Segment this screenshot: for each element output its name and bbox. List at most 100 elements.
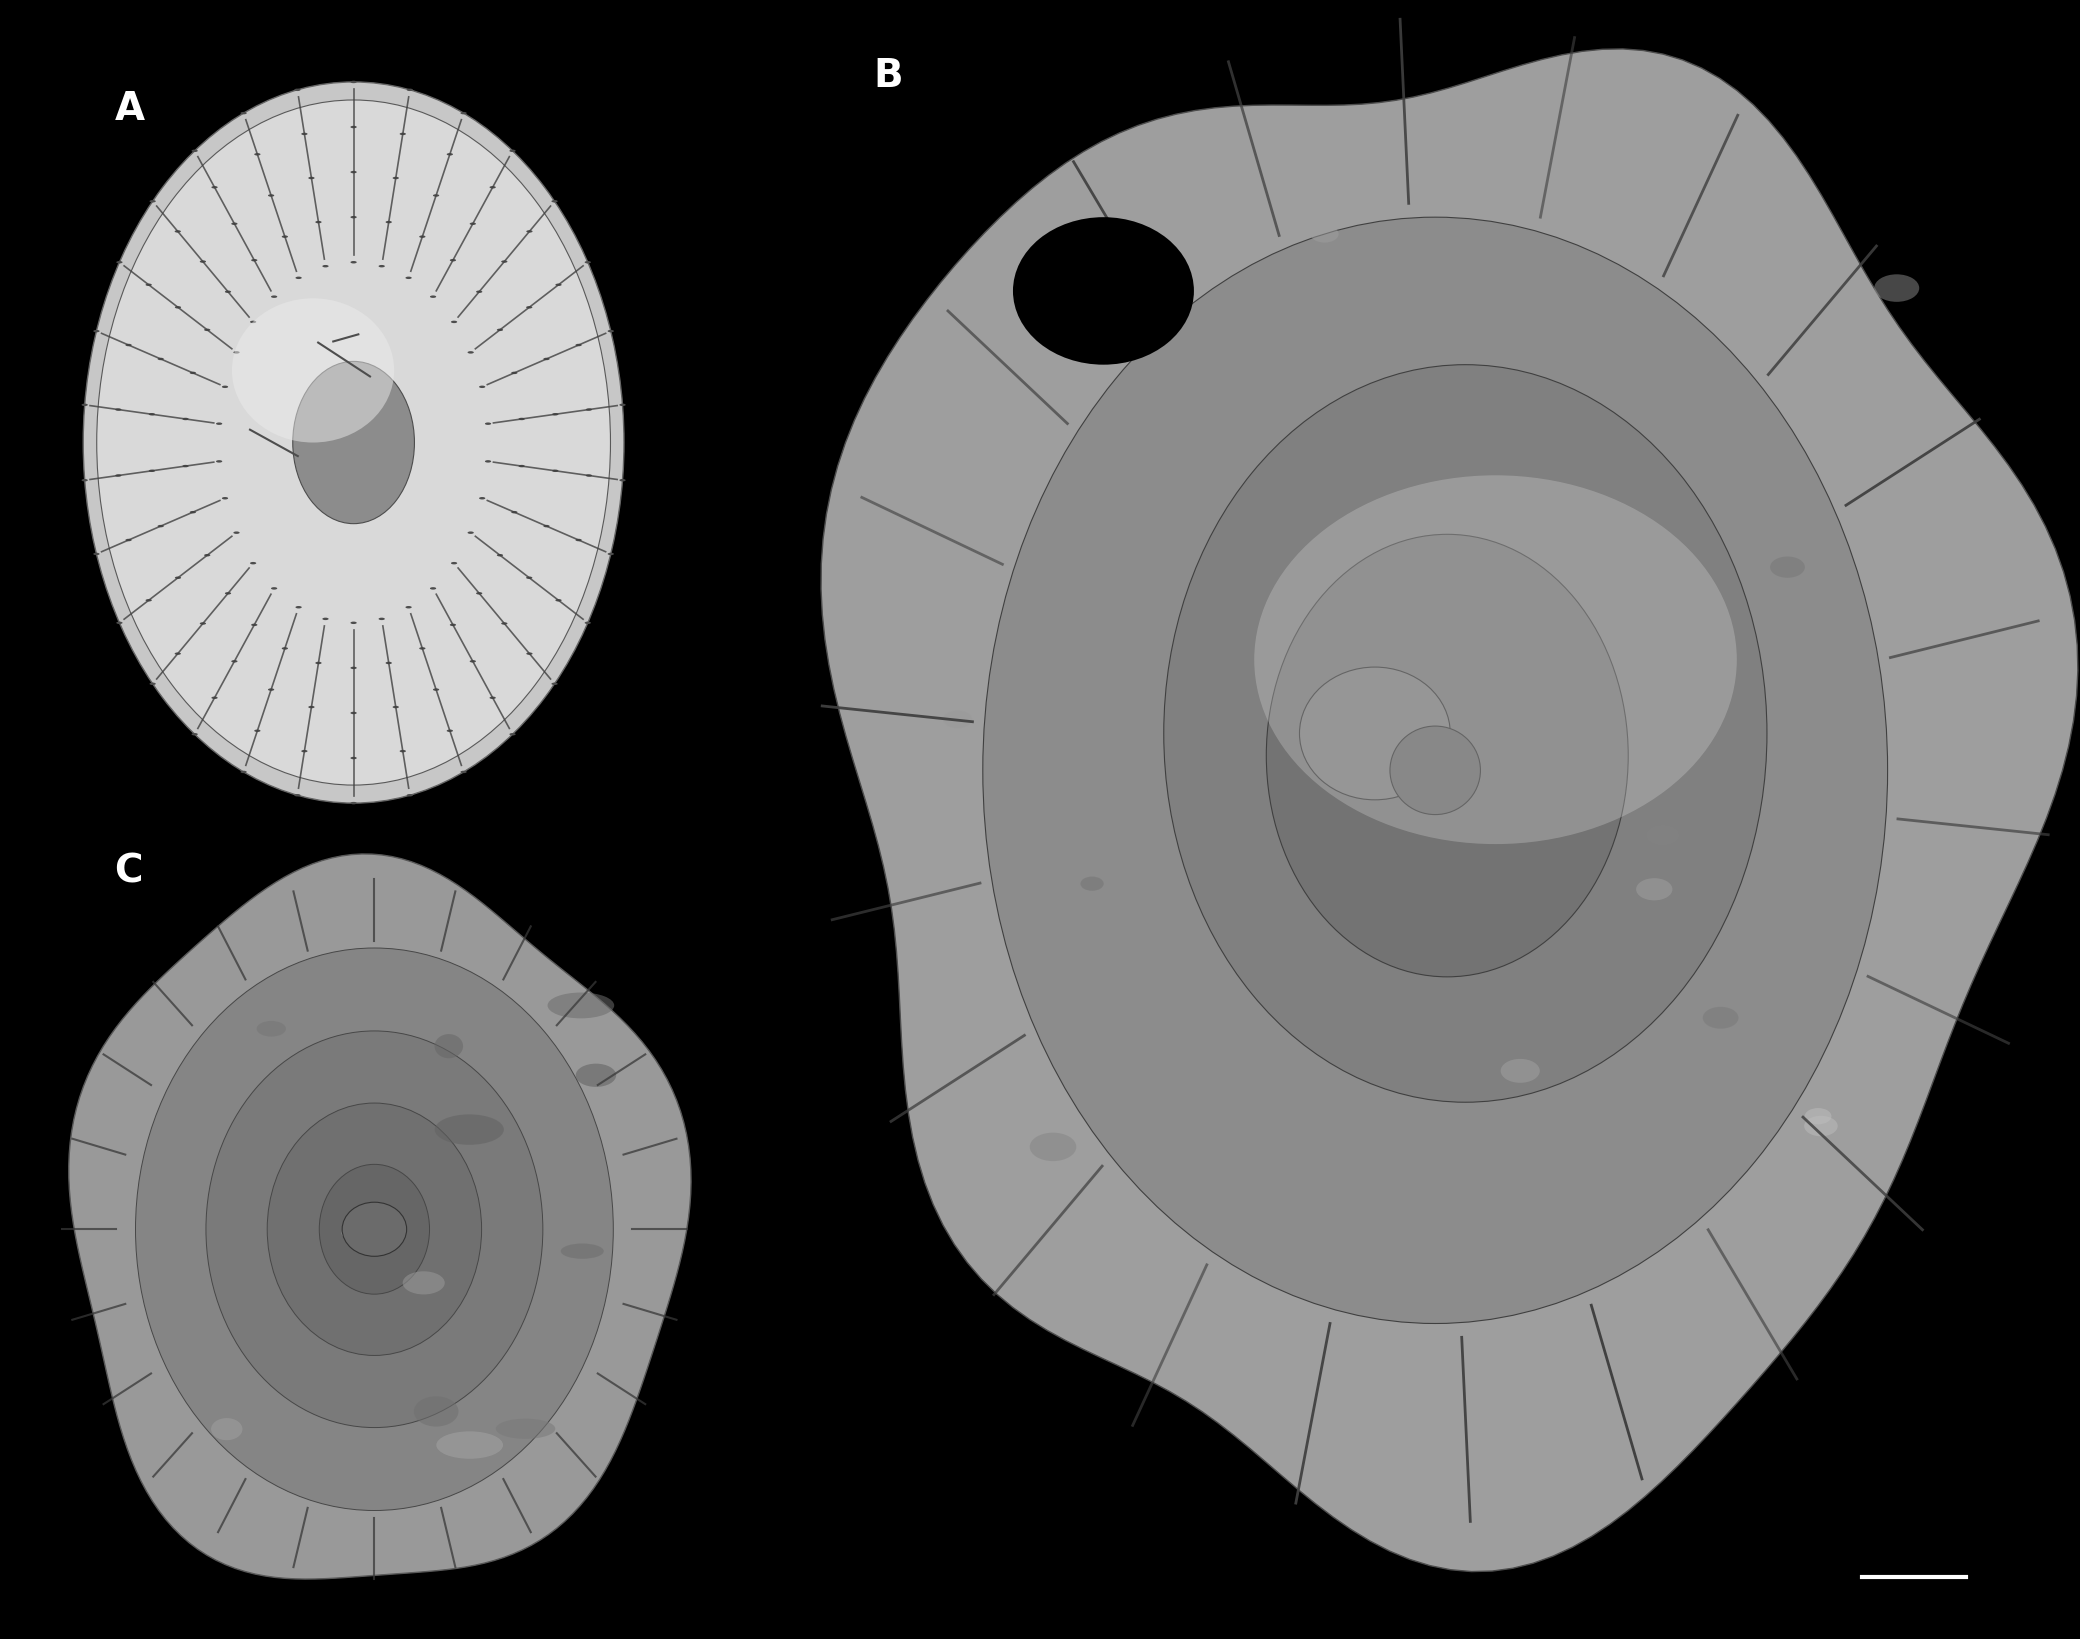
Ellipse shape — [489, 187, 495, 188]
Ellipse shape — [212, 697, 218, 698]
Ellipse shape — [204, 554, 210, 557]
Ellipse shape — [83, 1491, 666, 1580]
Ellipse shape — [449, 623, 456, 626]
Ellipse shape — [526, 577, 532, 579]
Ellipse shape — [984, 218, 1887, 1324]
Ellipse shape — [349, 261, 358, 264]
Ellipse shape — [526, 652, 532, 656]
Ellipse shape — [543, 524, 549, 528]
Ellipse shape — [210, 1418, 243, 1441]
Ellipse shape — [98, 418, 639, 526]
Ellipse shape — [352, 126, 358, 128]
Ellipse shape — [447, 729, 453, 733]
Ellipse shape — [295, 606, 302, 608]
Ellipse shape — [302, 751, 308, 752]
Ellipse shape — [146, 284, 152, 285]
Ellipse shape — [518, 465, 524, 467]
Ellipse shape — [1165, 365, 1766, 1101]
Ellipse shape — [576, 1064, 616, 1087]
Ellipse shape — [510, 733, 516, 736]
Ellipse shape — [114, 474, 121, 477]
Ellipse shape — [460, 111, 466, 115]
Ellipse shape — [125, 539, 131, 541]
Ellipse shape — [431, 295, 437, 298]
Ellipse shape — [468, 531, 474, 534]
Ellipse shape — [216, 423, 223, 425]
Ellipse shape — [349, 801, 358, 805]
Ellipse shape — [451, 562, 458, 564]
Ellipse shape — [555, 284, 562, 287]
Ellipse shape — [497, 328, 503, 331]
Ellipse shape — [200, 623, 206, 624]
Ellipse shape — [495, 1419, 555, 1439]
Ellipse shape — [551, 413, 557, 416]
Ellipse shape — [562, 1244, 603, 1259]
Ellipse shape — [406, 277, 412, 279]
Ellipse shape — [308, 706, 314, 708]
Ellipse shape — [399, 751, 406, 752]
Polygon shape — [69, 854, 691, 1578]
Ellipse shape — [1637, 879, 1672, 900]
Ellipse shape — [512, 372, 518, 374]
Ellipse shape — [81, 479, 87, 482]
Ellipse shape — [408, 793, 414, 797]
Ellipse shape — [408, 89, 414, 92]
Ellipse shape — [256, 1021, 285, 1036]
Ellipse shape — [1267, 534, 1629, 977]
Ellipse shape — [266, 1103, 483, 1355]
Ellipse shape — [1013, 216, 1194, 365]
Ellipse shape — [526, 229, 532, 233]
Ellipse shape — [406, 606, 412, 608]
Ellipse shape — [512, 511, 518, 513]
Ellipse shape — [349, 216, 358, 218]
Ellipse shape — [225, 592, 231, 595]
Ellipse shape — [250, 562, 256, 564]
Ellipse shape — [349, 621, 358, 624]
Ellipse shape — [379, 618, 385, 620]
Ellipse shape — [349, 757, 358, 759]
Ellipse shape — [587, 474, 593, 477]
Ellipse shape — [468, 351, 474, 354]
Ellipse shape — [1080, 877, 1104, 890]
Ellipse shape — [449, 259, 456, 262]
Ellipse shape — [470, 661, 476, 662]
Ellipse shape — [223, 497, 229, 500]
Ellipse shape — [341, 1203, 408, 1255]
Ellipse shape — [1704, 1006, 1739, 1029]
Ellipse shape — [241, 770, 248, 774]
Ellipse shape — [289, 357, 418, 528]
Ellipse shape — [231, 223, 237, 225]
Ellipse shape — [1500, 1059, 1539, 1083]
Ellipse shape — [435, 1115, 503, 1144]
Ellipse shape — [116, 621, 123, 624]
Ellipse shape — [551, 469, 557, 472]
Ellipse shape — [352, 80, 358, 84]
Ellipse shape — [435, 1034, 464, 1059]
Ellipse shape — [1531, 718, 1552, 729]
Ellipse shape — [83, 82, 624, 803]
Ellipse shape — [316, 662, 322, 664]
Ellipse shape — [125, 344, 131, 346]
Ellipse shape — [393, 177, 399, 179]
Ellipse shape — [233, 531, 239, 534]
Ellipse shape — [501, 261, 508, 262]
Text: A: A — [114, 90, 144, 128]
Ellipse shape — [1600, 1224, 1647, 1254]
Ellipse shape — [385, 221, 391, 223]
Ellipse shape — [94, 329, 100, 333]
Ellipse shape — [470, 223, 476, 225]
Ellipse shape — [293, 793, 300, 797]
Text: B: B — [874, 57, 903, 95]
Ellipse shape — [225, 272, 483, 613]
Ellipse shape — [233, 298, 395, 443]
Ellipse shape — [555, 600, 562, 602]
Ellipse shape — [1310, 226, 1340, 243]
Ellipse shape — [158, 357, 164, 361]
Ellipse shape — [1805, 1108, 1832, 1124]
Ellipse shape — [584, 261, 591, 264]
Ellipse shape — [460, 770, 466, 774]
Ellipse shape — [270, 295, 277, 298]
Ellipse shape — [478, 385, 485, 388]
Ellipse shape — [476, 592, 483, 595]
Ellipse shape — [543, 357, 549, 361]
